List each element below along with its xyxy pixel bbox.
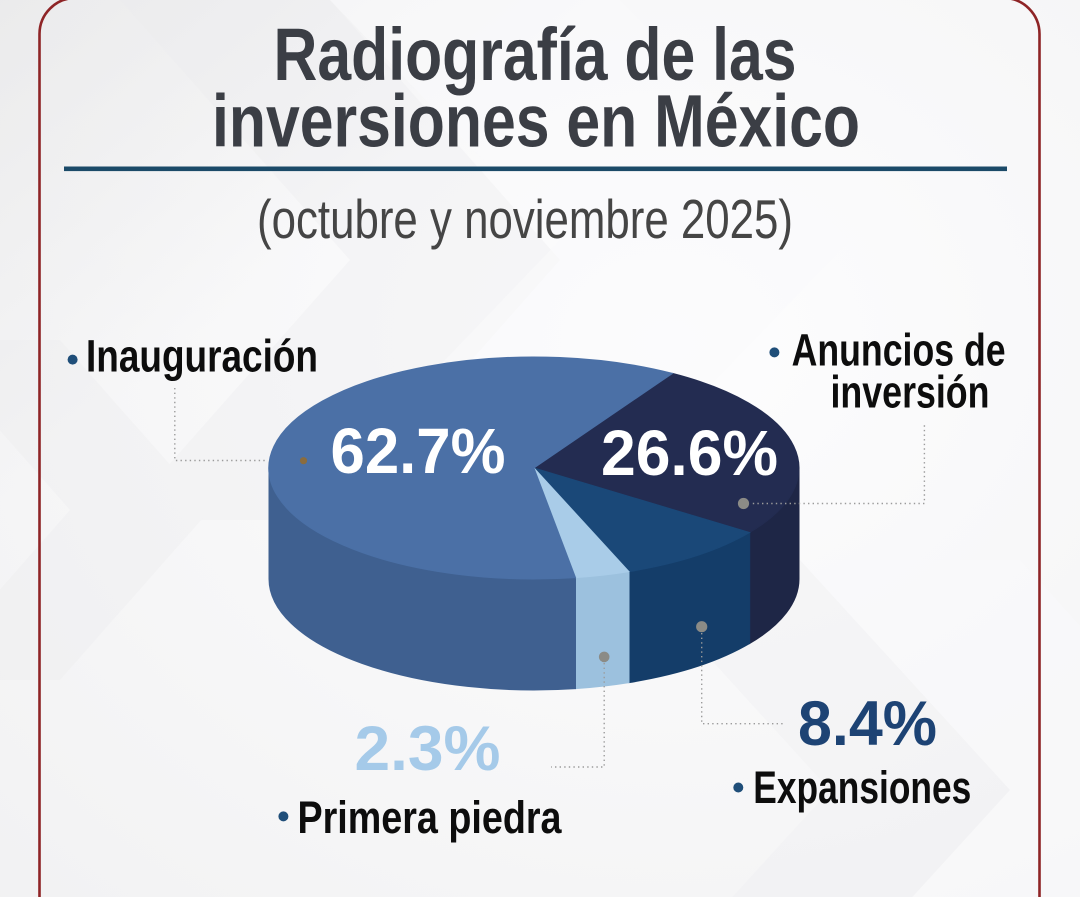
- svg-text:62.7%: 62.7%: [331, 415, 506, 487]
- svg-text:Inauguración: Inauguración: [86, 331, 318, 382]
- svg-text:26.6%: 26.6%: [601, 417, 778, 489]
- svg-text:(octubre y noviembre 2025): (octubre y noviembre 2025): [257, 188, 793, 250]
- svg-text:8.4%: 8.4%: [798, 689, 937, 759]
- svg-text:Primera piedra: Primera piedra: [298, 792, 563, 843]
- svg-text:Expansiones: Expansiones: [753, 762, 971, 813]
- svg-text:Anuncios de: Anuncios de: [792, 324, 1006, 375]
- svg-text:inversiones en México: inversiones en México: [212, 80, 860, 163]
- svg-text:inversión: inversión: [831, 367, 990, 418]
- svg-text:2.3%: 2.3%: [355, 714, 501, 784]
- svg-text:Radiografía de las: Radiografía de las: [274, 13, 797, 96]
